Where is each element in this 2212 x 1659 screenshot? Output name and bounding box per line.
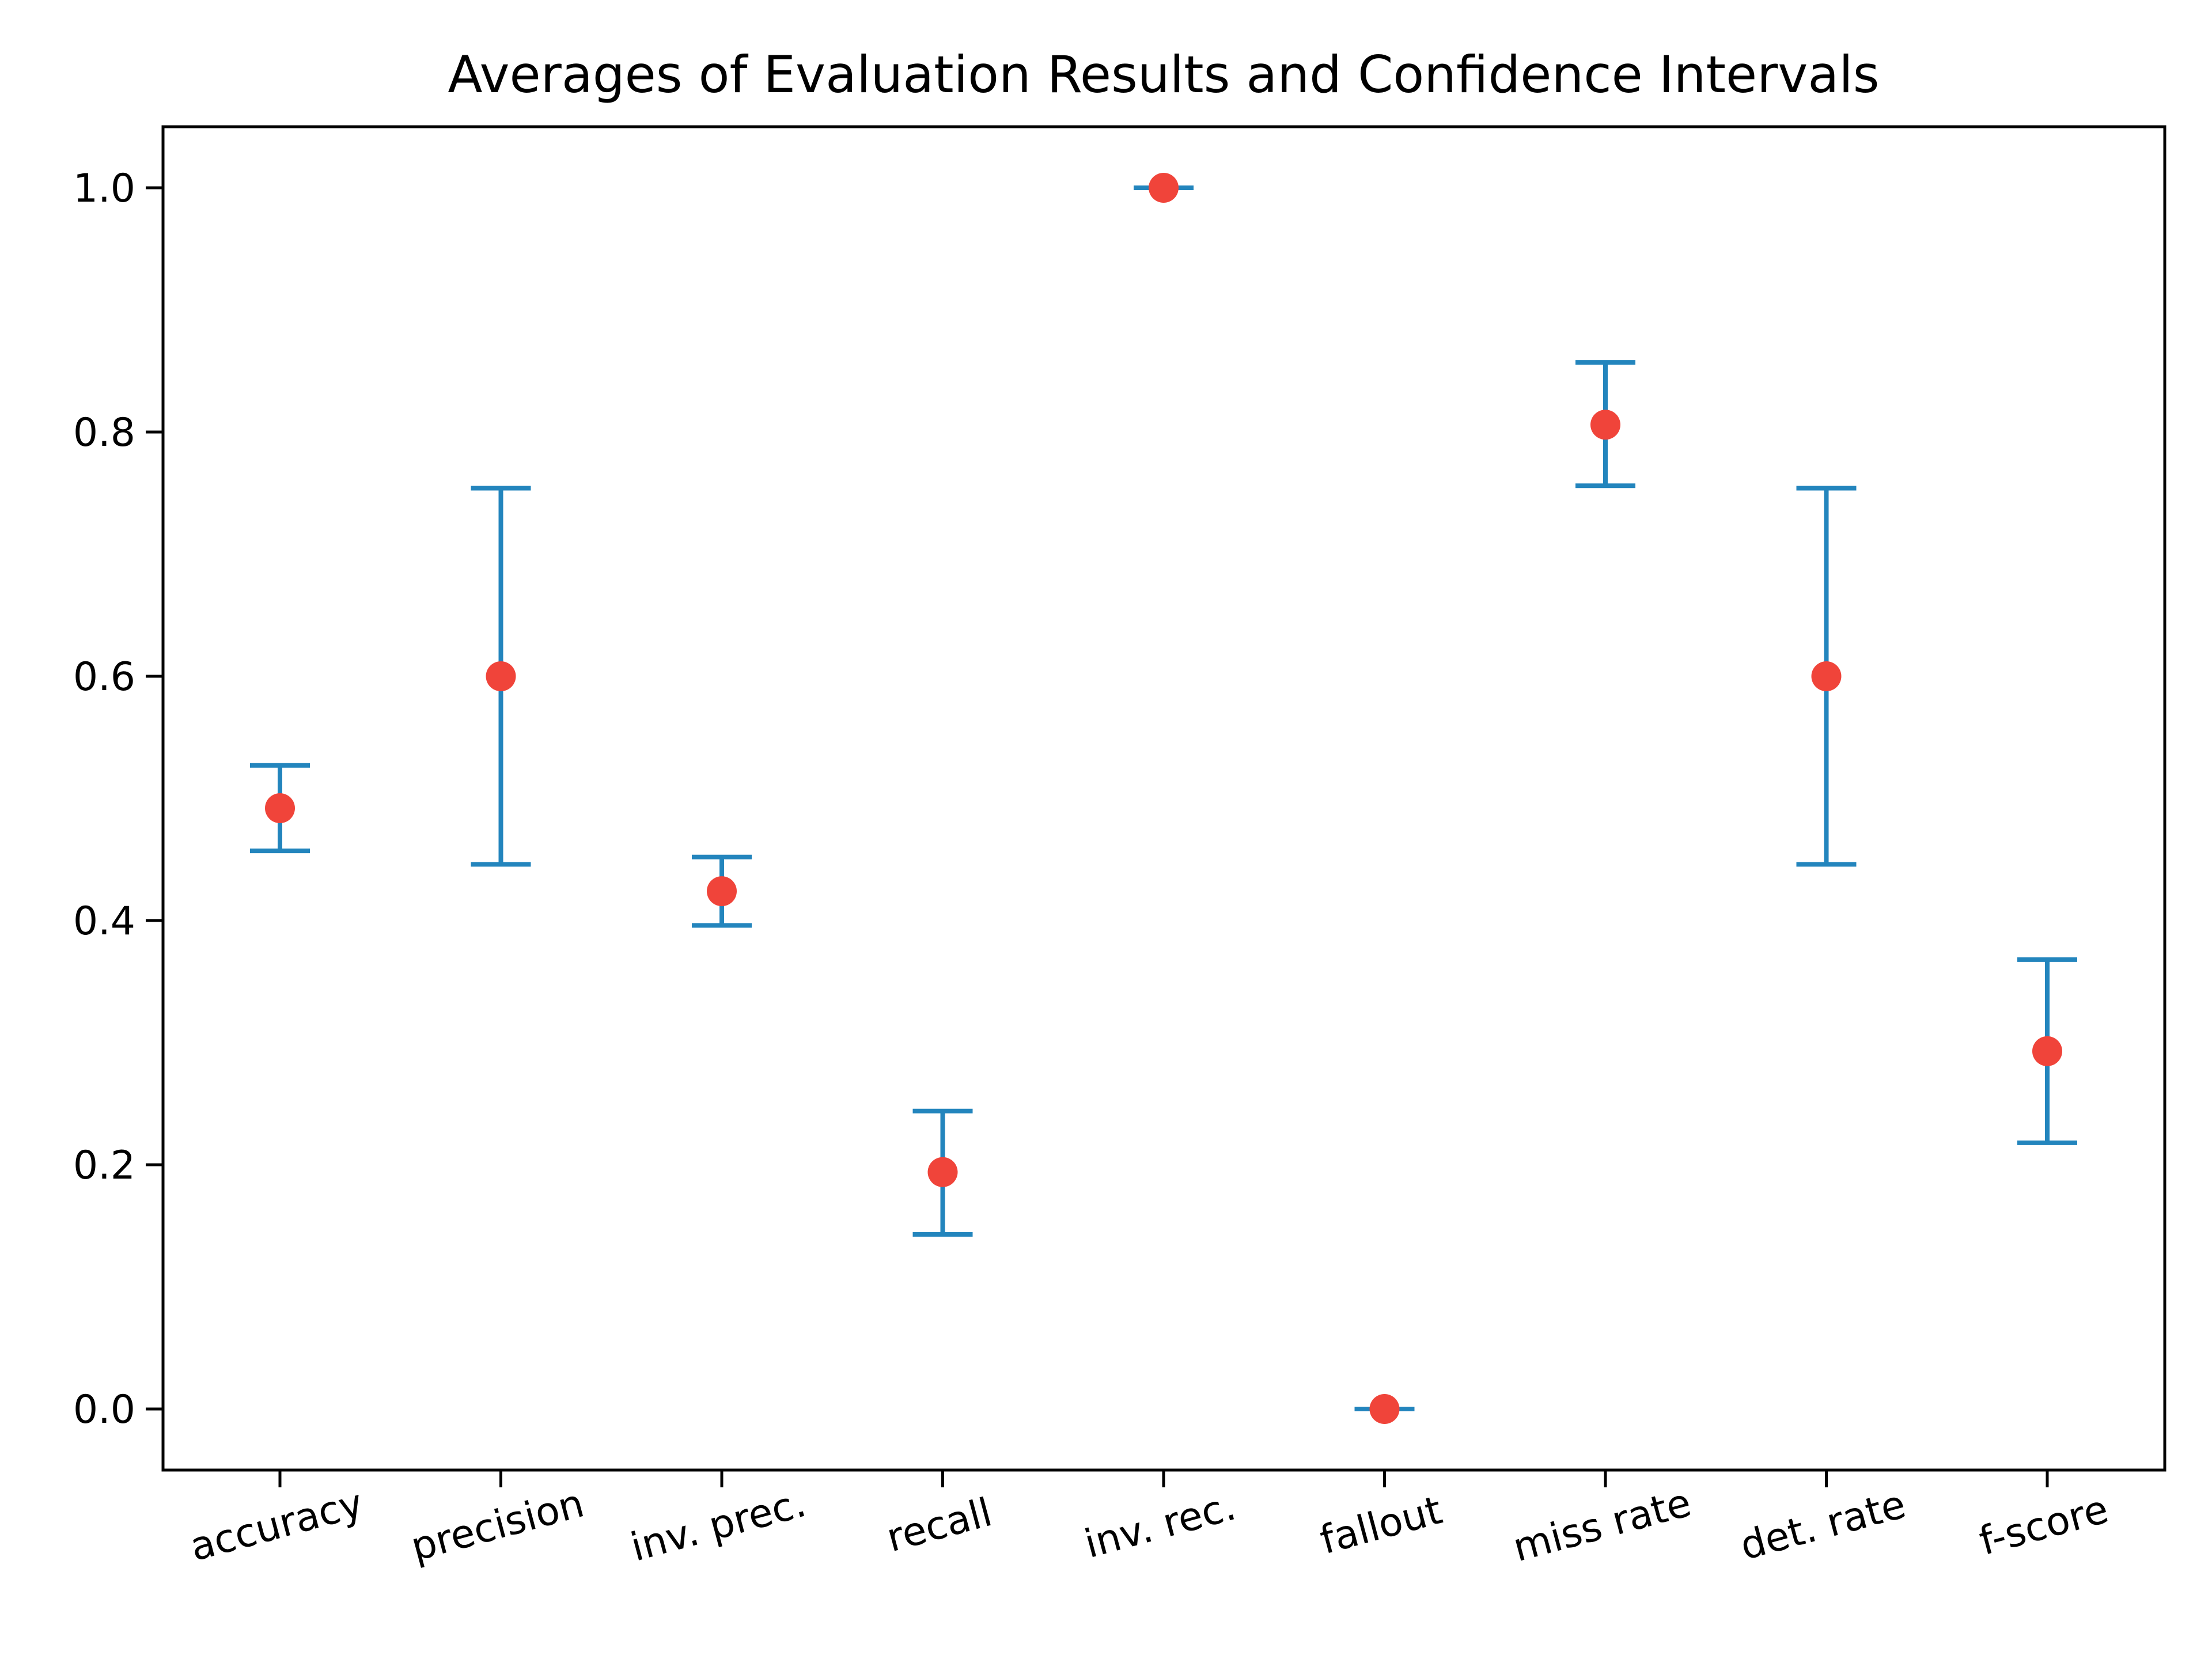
x-tick-label: miss rate (1508, 1480, 1695, 1571)
mean-point (486, 661, 516, 691)
y-tick-label: 0.2 (73, 1143, 135, 1188)
mean-point (1149, 173, 1179, 203)
y-tick-label: 0.6 (73, 654, 135, 700)
y-tick-label: 0.4 (73, 899, 135, 944)
y-tick-label: 1.0 (73, 166, 135, 211)
mean-point (1811, 661, 1842, 691)
mean-point (1590, 410, 1620, 440)
x-tick-label: precision (406, 1480, 589, 1570)
mean-point (707, 876, 737, 907)
mean-point (1369, 1394, 1400, 1424)
x-tick-label: recall (882, 1490, 997, 1561)
x-axis: accuracy precision inv. prec. recall inv. re… (185, 1470, 2113, 1571)
mean-point (265, 793, 295, 823)
chart-title: Averages of Evaluation Results and Confi… (448, 45, 1879, 104)
errorbar-layer (250, 185, 2077, 1411)
y-axis: 0.0 0.2 0.4 0.6 0.8 1.0 (73, 166, 163, 1433)
x-tick-label: det. rate (1736, 1482, 1910, 1569)
x-tick-label: inv. rec. (1080, 1483, 1241, 1567)
y-tick-label: 0.0 (73, 1387, 135, 1433)
mean-point (2032, 1036, 2062, 1066)
plot-frame (161, 125, 2166, 1472)
mean-point-layer (265, 173, 2062, 1424)
y-tick-label: 0.8 (73, 410, 135, 456)
x-tick-label: inv. prec. (626, 1480, 811, 1571)
x-tick-label: fallout (1316, 1487, 1447, 1563)
mean-point (927, 1157, 958, 1187)
x-tick-label: f-score (1975, 1487, 2113, 1565)
x-tick-label: accuracy (185, 1480, 368, 1570)
